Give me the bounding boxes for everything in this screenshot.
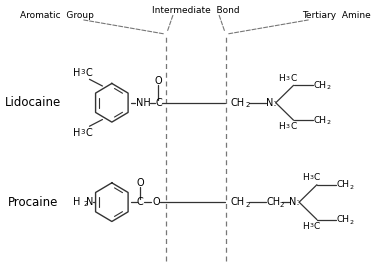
Text: C: C [290,122,297,131]
Text: H: H [302,174,308,183]
Text: Intermediate  Bond: Intermediate Bond [152,6,240,15]
Text: CH: CH [230,197,245,207]
Text: H: H [73,128,80,138]
Text: 3: 3 [286,76,290,81]
Text: O: O [155,76,162,86]
Text: 3: 3 [81,69,85,75]
Text: C: C [290,74,297,83]
Text: 2: 2 [349,220,354,225]
Text: 2: 2 [245,202,250,208]
Text: CH: CH [230,98,245,108]
Text: CH: CH [336,215,349,224]
Text: 3: 3 [286,124,290,129]
Text: C: C [155,98,162,108]
Text: 3: 3 [81,129,85,135]
Text: NH: NH [136,98,151,108]
Text: 2: 2 [349,185,354,190]
Text: Lidocaine: Lidocaine [5,96,61,109]
Text: O: O [136,178,144,188]
Text: 3: 3 [310,175,313,180]
Text: H: H [278,74,285,83]
Text: C: C [136,197,143,207]
Text: C: C [85,68,92,77]
Text: Aromatic  Group: Aromatic Group [20,11,94,20]
Text: N:: N: [266,98,276,108]
Text: N: N [86,197,94,207]
Text: H: H [302,222,308,231]
Text: N:: N: [290,197,300,207]
Text: 2: 2 [83,201,88,207]
Text: 2: 2 [326,120,330,125]
Text: 2: 2 [245,102,250,109]
Text: CH: CH [313,81,326,90]
Text: Procaine: Procaine [8,196,58,209]
Text: C: C [314,174,320,183]
Text: H: H [73,197,80,207]
Text: CH: CH [336,180,349,189]
Text: 3: 3 [310,224,313,228]
Text: H: H [73,68,80,77]
Text: Tertiary  Amine: Tertiary Amine [303,11,371,20]
Text: C: C [85,128,92,138]
Text: H: H [278,122,285,131]
Text: 2: 2 [326,86,330,90]
Text: C: C [314,222,320,231]
Text: O: O [152,197,160,207]
Text: 2: 2 [280,202,284,208]
Text: CH: CH [266,197,280,207]
Text: CH: CH [313,116,326,125]
